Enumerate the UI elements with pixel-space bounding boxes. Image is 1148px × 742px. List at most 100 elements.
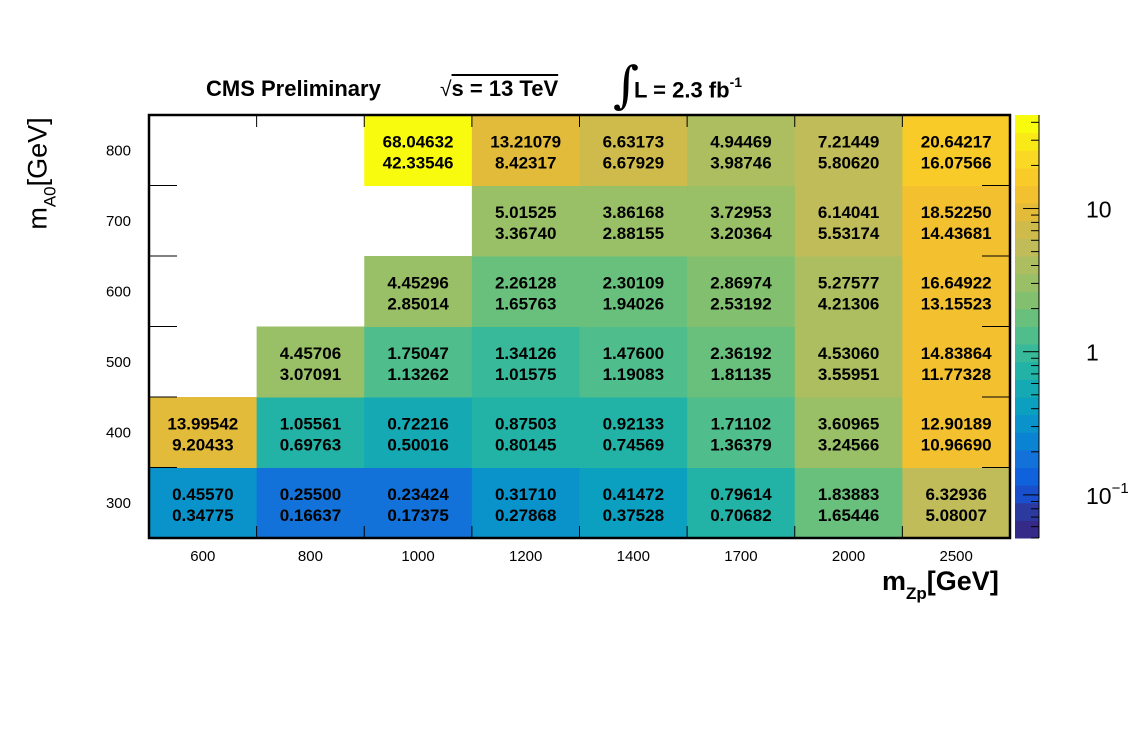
cell-value-bottom: 1.81135 xyxy=(711,365,772,384)
heatmap-cell xyxy=(687,115,796,186)
colorbar-band xyxy=(1015,203,1039,222)
cell-value-bottom: 2.53192 xyxy=(710,294,771,313)
lumi-value: L = 2.3 fb xyxy=(634,77,730,103)
cell-value-top: 1.34126 xyxy=(495,344,556,363)
colorbar-band xyxy=(1015,256,1039,275)
x-tick-label: 1000 xyxy=(401,548,434,565)
colorbar-band xyxy=(1015,115,1039,134)
cell-value-bottom: 8.42317 xyxy=(495,153,556,172)
colorbar-band xyxy=(1015,449,1039,468)
heatmap-cell xyxy=(364,397,473,468)
cell-value-top: 5.01525 xyxy=(495,203,556,222)
heatmap-cell xyxy=(364,256,473,327)
y-axis-title: mA0[GeV] xyxy=(22,99,60,249)
energy-label: √s = 13 TeV xyxy=(440,76,558,102)
cell-value-bottom: 5.53174 xyxy=(818,224,880,243)
heatmap-cell xyxy=(364,115,473,186)
cell-value-bottom: 5.08007 xyxy=(925,506,986,525)
cell-value-top: 6.63173 xyxy=(603,132,664,151)
cell-value-bottom: 9.20433 xyxy=(172,435,233,454)
colorbar-tick-label: 10−1 xyxy=(1086,480,1129,509)
heatmap-cell xyxy=(794,115,903,186)
cell-value-bottom: 0.17375 xyxy=(387,506,448,525)
colorbar-band xyxy=(1015,397,1039,416)
x-tick-label: 600 xyxy=(190,548,215,565)
heatmap-cell xyxy=(364,467,473,539)
colorbar-band xyxy=(1015,273,1039,292)
x-tick-label: 2000 xyxy=(832,548,865,565)
cell-value-top: 13.99542 xyxy=(167,414,238,433)
cell-value-top: 12.90189 xyxy=(921,414,992,433)
x-tick-label: 1400 xyxy=(617,548,650,565)
cell-value-bottom: 0.37528 xyxy=(603,506,664,525)
heatmap-cell xyxy=(579,115,688,186)
heatmap-cell xyxy=(794,397,903,468)
x-axis-title-main: m xyxy=(882,566,907,596)
x-tick-label: 800 xyxy=(298,548,323,565)
heatmap-cell xyxy=(902,467,1011,539)
cell-value-top: 0.41472 xyxy=(603,485,664,504)
x-axis-title-sub: Zp xyxy=(906,584,927,603)
cell-value-top: 4.45706 xyxy=(280,344,341,363)
colorbar-band xyxy=(1015,414,1039,433)
y-tick-label: 300 xyxy=(106,495,131,512)
heatmap-cell xyxy=(794,467,903,539)
colorbar-tick-base: 1 xyxy=(1086,340,1099,366)
cell-value-top: 6.32936 xyxy=(925,485,986,504)
heatmap-cell xyxy=(902,326,1011,398)
heatmap-cell xyxy=(687,326,796,398)
y-axis-title-sub: A0 xyxy=(40,186,60,208)
cell-value-bottom: 0.16637 xyxy=(280,506,341,525)
cell-value-bottom: 1.65446 xyxy=(818,506,879,525)
cell-value-bottom: 3.98746 xyxy=(710,153,771,172)
y-axis-title-main: m xyxy=(22,207,53,230)
colorbar-band xyxy=(1015,150,1039,169)
colorbar-band xyxy=(1015,344,1039,363)
heatmap-cell xyxy=(902,185,1011,257)
colorbar-band xyxy=(1015,238,1039,257)
colorbar-band xyxy=(1015,520,1039,539)
cell-value-top: 1.47600 xyxy=(603,344,664,363)
cell-value-bottom: 0.69763 xyxy=(280,435,341,454)
y-axis-title-unit: [GeV] xyxy=(22,117,53,187)
heatmap-cell xyxy=(256,467,365,539)
cell-value-top: 1.71102 xyxy=(711,414,772,433)
cell-value-top: 13.21079 xyxy=(490,132,561,151)
cell-value-bottom: 0.50016 xyxy=(387,435,448,454)
cell-value-bottom: 3.36740 xyxy=(495,224,556,243)
cell-value-top: 0.87503 xyxy=(495,414,556,433)
heatmap-cell xyxy=(579,326,688,398)
x-axis-title: mZp[GeV] xyxy=(882,566,999,603)
cell-value-bottom: 1.36379 xyxy=(710,435,771,454)
x-axis-title-unit: [GeV] xyxy=(926,566,999,596)
cell-value-bottom: 0.80145 xyxy=(495,435,556,454)
energy-value: s = 13 TeV xyxy=(451,76,559,101)
heatmap-cell xyxy=(579,397,688,468)
cell-value-bottom: 16.07566 xyxy=(921,153,992,172)
cell-value-top: 0.23424 xyxy=(387,485,449,504)
cell-value-top: 18.52250 xyxy=(921,203,992,222)
cell-value-bottom: 0.70682 xyxy=(710,506,771,525)
cell-value-bottom: 0.34775 xyxy=(172,506,233,525)
cell-value-top: 5.27577 xyxy=(818,273,879,292)
colorbar-band xyxy=(1015,308,1039,327)
cell-value-bottom: 3.55951 xyxy=(818,365,879,384)
cell-value-top: 1.75047 xyxy=(387,344,448,363)
colorbar-tick-base: 10 xyxy=(1086,197,1112,223)
y-tick-label: 500 xyxy=(106,354,131,371)
cell-value-top: 2.36192 xyxy=(710,344,771,363)
cell-value-top: 3.60965 xyxy=(818,414,879,433)
heatmap-cell xyxy=(687,397,796,468)
cell-value-bottom: 1.94026 xyxy=(603,294,664,313)
x-tick-label: 1700 xyxy=(724,548,757,565)
heatmap-cell xyxy=(471,326,580,398)
cell-value-top: 0.45570 xyxy=(172,485,233,504)
cell-value-top: 68.04632 xyxy=(383,132,454,151)
cell-value-top: 0.72216 xyxy=(387,414,448,433)
cell-value-bottom: 6.67929 xyxy=(603,153,664,172)
cell-value-top: 6.14041 xyxy=(818,203,879,222)
heatmap-cell xyxy=(794,326,903,398)
cell-value-top: 0.31710 xyxy=(495,485,556,504)
cell-value-bottom: 3.07091 xyxy=(280,365,341,384)
cell-value-top: 0.92133 xyxy=(603,414,664,433)
